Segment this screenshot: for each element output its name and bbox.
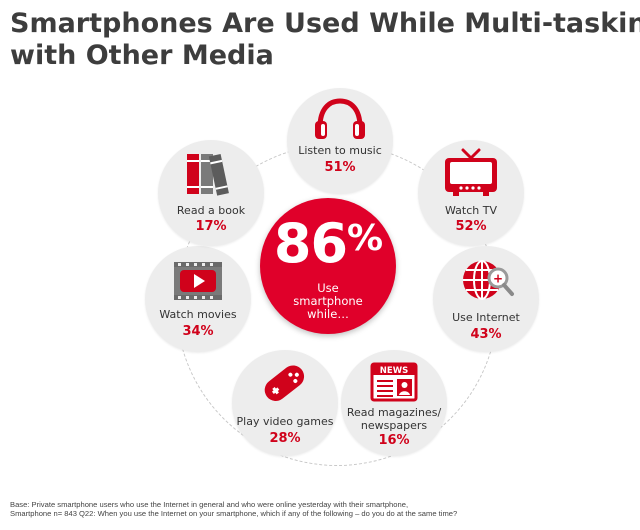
node-label: Watch TV — [445, 204, 497, 217]
title-line-1: Smartphones Are Used While Multi-tasking — [10, 8, 640, 39]
footnote: Base: Private smartphone users who use t… — [10, 500, 635, 518]
node-label-line2: newspapers — [360, 419, 428, 432]
node-value: 34% — [182, 324, 214, 339]
node-value: 16% — [378, 433, 410, 448]
news-masthead: NEWS — [380, 366, 408, 376]
center-caption: Use smartphone while… — [260, 282, 396, 321]
center-caption-line-1: Use — [317, 281, 339, 295]
books-icon — [158, 150, 264, 196]
node-label: Listen to music — [298, 144, 382, 157]
node-read-magazines: NEWS Read magazines/ newspapers 16% — [341, 350, 447, 456]
node-value: 43% — [470, 327, 502, 342]
center-unit: % — [347, 218, 383, 259]
node-play-video-games: Play video games 28% — [232, 350, 338, 456]
node-label: Watch movies — [159, 308, 237, 321]
footnote-line-1: Base: Private smartphone users who use t… — [10, 500, 409, 509]
node-read-a-book: Read a book 17% — [158, 140, 264, 246]
node-value: 28% — [269, 431, 301, 446]
node-label: Use Internet — [452, 311, 520, 324]
tv-icon — [418, 148, 524, 198]
node-listen-to-music: Listen to music 51% — [287, 88, 393, 194]
center-stat-circle: 86% Use smartphone while… — [260, 198, 396, 334]
center-caption-line-2: smartphone — [293, 294, 363, 308]
center-value: 86 — [273, 212, 348, 275]
node-watch-tv: Watch TV 52% — [418, 140, 524, 246]
node-watch-movies: Watch movies 34% — [145, 246, 251, 352]
video-player-icon — [145, 260, 251, 302]
node-label: Play video games — [236, 415, 334, 428]
node-label: Read a book — [176, 204, 246, 217]
title-line-2: with Other Media — [10, 40, 274, 71]
node-value: 52% — [455, 219, 487, 234]
headphones-icon — [287, 97, 393, 141]
center-percentage: 86% — [260, 216, 396, 272]
node-label: Read magazines/ — [346, 406, 442, 419]
node-value: 51% — [324, 160, 356, 175]
gamepad-icon — [232, 358, 338, 410]
svg-text:+: + — [493, 272, 503, 286]
page-title: Smartphones Are Used While Multi-tasking… — [10, 8, 640, 72]
node-use-internet: + Use Internet 43% — [433, 246, 539, 352]
footnote-line-2: Smartphone n= 843 Q22: When you use the … — [10, 509, 458, 518]
globe-search-icon: + — [433, 256, 539, 306]
center-caption-line-3: while… — [307, 307, 349, 321]
newspaper-icon: NEWS — [341, 362, 447, 402]
node-value: 17% — [195, 219, 227, 234]
